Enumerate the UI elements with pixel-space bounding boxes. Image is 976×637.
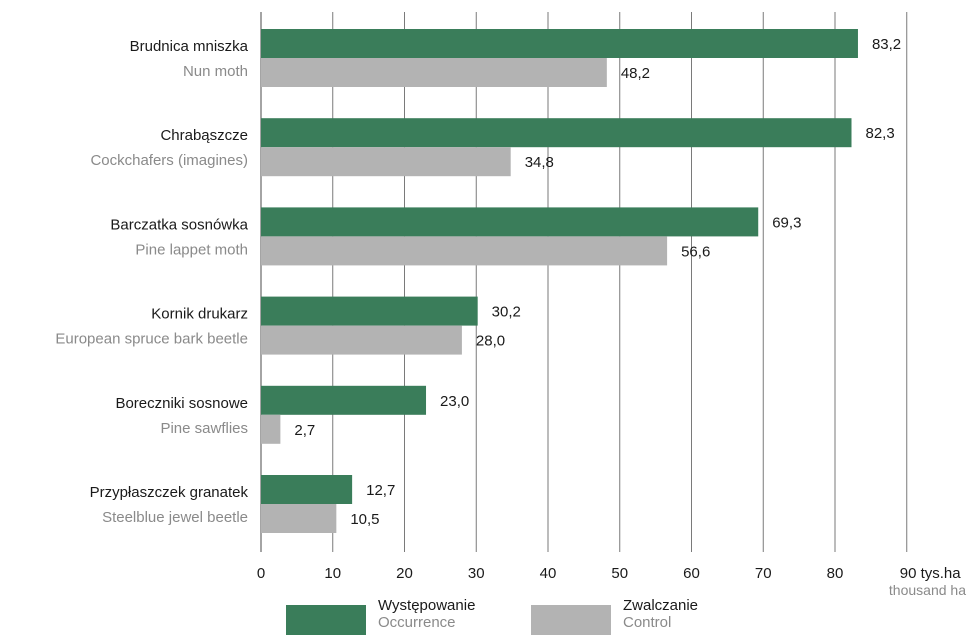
legend-item-occurrence: Występowanie Occurrence	[286, 597, 475, 637]
x-tick-label: 0	[257, 565, 265, 582]
x-tick-label: 20	[396, 565, 413, 582]
bar-occurrence-0	[261, 29, 858, 58]
bar-control-2	[261, 236, 668, 266]
x-tick-label: 60	[683, 565, 700, 582]
value-label: 48,2	[621, 65, 650, 82]
x-tick-label: 90 tys.ha	[900, 565, 962, 582]
category-label-en: Pine lappet moth	[135, 241, 248, 258]
value-label: 56,6	[681, 243, 710, 260]
value-label: 34,8	[525, 154, 554, 171]
legend-label-control: Zwalczanie	[623, 597, 699, 614]
bars	[261, 29, 858, 533]
legend-label-occurrence: Występowanie	[378, 597, 476, 614]
x-unit-en-label: thousand ha	[889, 582, 966, 597]
bar-control-1	[261, 147, 511, 177]
category-label-en: Pine sawflies	[160, 420, 248, 437]
category-label-en: Nun moth	[183, 63, 248, 80]
bar-occurrence-1	[261, 118, 852, 148]
category-label: Przypłaszczek granatek	[90, 484, 249, 501]
bar-occurrence-3	[261, 296, 478, 326]
grid-lines	[260, 12, 908, 552]
bar-occurrence-4	[261, 385, 427, 415]
x-tick-label: 70	[755, 565, 772, 582]
bar-control-4	[261, 414, 281, 444]
category-label: Boreczniki sosnowe	[115, 395, 248, 412]
category-label-en: Cockchafers (imagines)	[90, 152, 248, 169]
x-tick-label: 50	[611, 565, 628, 582]
value-label: 83,2	[872, 36, 901, 53]
x-tick-label: 10	[324, 565, 341, 582]
category-label: Kornik drukarz	[151, 306, 248, 323]
legend-label-occurrence-en: Occurrence	[378, 614, 456, 631]
value-label: 23,0	[440, 393, 469, 410]
category-label: Chrabąszcze	[160, 127, 248, 144]
bar-control-0	[261, 58, 607, 87]
value-label: 10,5	[350, 511, 379, 528]
legend-swatch-occurrence	[286, 605, 366, 635]
x-tick-label: 40	[540, 565, 557, 582]
legend-label-control-en: Control	[623, 614, 672, 631]
x-tick-label: 30	[468, 565, 485, 582]
bar-control-5	[261, 504, 337, 533]
value-label: 12,7	[366, 482, 395, 499]
value-label: 28,0	[476, 333, 505, 350]
value-label: 82,3	[866, 125, 895, 142]
legend-swatch-control	[531, 605, 611, 635]
legend-item-control: Zwalczanie Control	[531, 597, 698, 637]
category-label-en: European spruce bark beetle	[55, 331, 248, 348]
value-label: 2,7	[294, 422, 315, 439]
category-label-en: Steelblue jewel beetle	[102, 509, 248, 526]
value-label: 69,3	[772, 214, 801, 231]
category-label: Brudnica mniszka	[130, 38, 249, 55]
bar-occurrence-5	[261, 475, 353, 504]
bar-control-3	[261, 325, 462, 355]
category-label: Barczatka sosnówka	[110, 216, 248, 233]
value-label: 30,2	[492, 304, 521, 321]
bar-occurrence-2	[261, 207, 759, 237]
x-tick-label: 80	[827, 565, 844, 582]
